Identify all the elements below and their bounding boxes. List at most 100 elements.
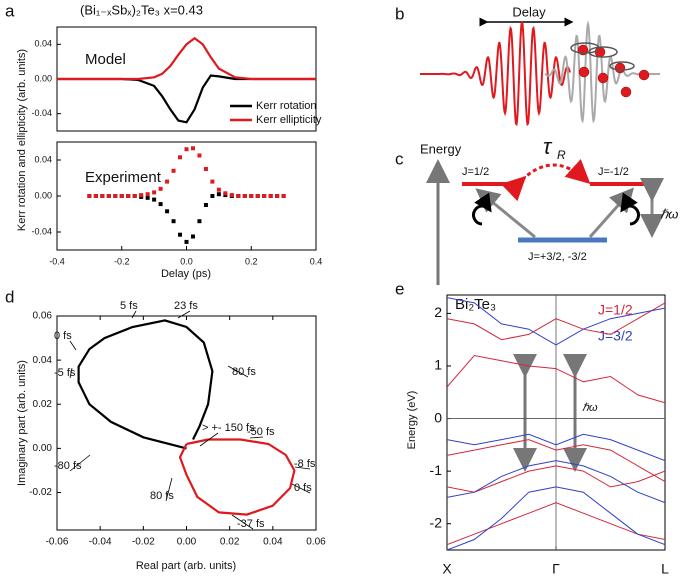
- annotation: 23 fs: [174, 300, 198, 312]
- x-tick-label: -0.02: [132, 537, 155, 548]
- marker: [165, 209, 170, 214]
- marker: [242, 194, 247, 198]
- series-line: [57, 36, 316, 81]
- circular-polarization: [472, 192, 492, 226]
- legend-label: J=1/2: [598, 302, 633, 318]
- x-tick-label: X: [442, 561, 452, 577]
- annotation: 0 fs: [294, 482, 312, 494]
- annotation: -8 fs: [294, 458, 316, 470]
- marker: [113, 194, 118, 198]
- marker: [158, 202, 163, 207]
- y-tick-label: -2: [430, 514, 443, 530]
- series-line: [447, 460, 665, 504]
- series-line: [447, 302, 665, 341]
- y-tick-label: 0.04: [33, 355, 53, 366]
- annotation-arrow: [165, 477, 173, 502]
- marker: [139, 193, 144, 198]
- panel-label: e: [395, 279, 404, 298]
- x-tick-label: -0.4: [49, 256, 65, 266]
- series-line: [447, 297, 665, 346]
- annotation: 80 fs: [232, 366, 256, 378]
- marker: [152, 197, 157, 202]
- legend-label: J=3/2: [598, 328, 633, 344]
- series-line: [447, 502, 665, 546]
- annotation-arrow: [249, 436, 264, 439]
- x-tick-label: 0.04: [263, 537, 283, 548]
- marker: [255, 194, 260, 198]
- annotation-arrow: [231, 514, 254, 530]
- y-axis-label: Energy (eV): [406, 391, 418, 450]
- pump-pulse: [420, 21, 571, 127]
- marker: [190, 234, 195, 239]
- series-group: [447, 297, 665, 550]
- x-tick-label: -0.04: [89, 537, 112, 548]
- level-label: J=-1/2: [598, 166, 629, 178]
- marker: [275, 194, 280, 198]
- x-tick-label: 0.06: [306, 537, 326, 548]
- x-tick-label: 0.00: [177, 537, 197, 548]
- marker: [203, 203, 208, 207]
- chart-title: (Bi₁₋ₓSbₓ)₂Te₃ x=0.43: [80, 2, 203, 17]
- marker: [216, 187, 221, 192]
- y-tick-label: 2: [434, 304, 442, 320]
- marker: [145, 195, 150, 200]
- level-diagram: Energy τ R J=1/2 J=-1/2 J=+3/2, -3/2 ℏω: [420, 134, 678, 285]
- series-line: [447, 465, 665, 493]
- marker: [152, 190, 157, 195]
- spin-rings: [570, 42, 635, 71]
- annotation-arrow: [199, 432, 219, 447]
- y-tick-label: -1: [430, 462, 443, 478]
- annotation-arrow: [294, 466, 311, 470]
- annotation-arrow: [291, 483, 311, 494]
- series-line: [178, 438, 296, 516]
- series-group: [57, 36, 316, 124]
- plot: -2 -1 0 1 2 X Γ L: [430, 294, 669, 577]
- x-tick-label: Γ: [552, 561, 560, 577]
- marker: [249, 194, 254, 198]
- series-line: [447, 439, 665, 483]
- legend-label: Kerr ellipticity: [256, 114, 322, 126]
- y-tick-label: 0.00: [34, 73, 52, 83]
- y-tick-label: -0.04: [31, 226, 52, 236]
- marker: [171, 168, 176, 173]
- y-tick-label: 0.02: [33, 399, 53, 410]
- marker: [132, 194, 137, 198]
- series-line: [77, 319, 214, 450]
- annotation: -50 fs: [247, 426, 275, 438]
- pulse-diagram: Delay: [420, 4, 660, 127]
- marker: [178, 155, 183, 160]
- series-group: [87, 146, 286, 244]
- annotation-arrow: [69, 367, 73, 379]
- annotation-arrow: [69, 454, 91, 472]
- y-tick-label: 0.06: [33, 311, 53, 322]
- marker: [236, 194, 241, 198]
- annotation: Experiment: [85, 169, 162, 186]
- marker: [178, 232, 183, 237]
- annotation-arrow: [131, 310, 137, 319]
- marker: [203, 167, 208, 171]
- marker: [197, 153, 202, 158]
- relaxation-arrow: [500, 159, 591, 202]
- marker: [197, 219, 202, 224]
- x-axis-label: Real part (arb. units): [136, 560, 236, 572]
- energy-label: Energy: [420, 141, 462, 156]
- delay-label: Delay: [512, 4, 546, 19]
- series-line: [447, 486, 665, 550]
- marker: [158, 186, 163, 191]
- marker: [210, 194, 215, 198]
- y-tick-label: 0.00: [33, 443, 53, 454]
- annotation: 80 fs: [150, 490, 174, 502]
- y-tick-label: -0.02: [29, 487, 52, 498]
- annotation: Model: [85, 51, 126, 68]
- annotation: -5 fs: [54, 367, 76, 379]
- x-tick-label: L: [661, 561, 669, 577]
- marker: [126, 194, 131, 198]
- x-tick-label: 0.0: [180, 256, 193, 266]
- y-axis-label: Imaginary part (arb. units): [16, 360, 28, 486]
- marker: [184, 147, 189, 152]
- y-axis-label: Kerr rotation and ellipticity (arb. unit…: [16, 49, 28, 231]
- marker: [93, 194, 98, 198]
- marker: [210, 179, 215, 184]
- annotation: 0 fs: [54, 330, 72, 342]
